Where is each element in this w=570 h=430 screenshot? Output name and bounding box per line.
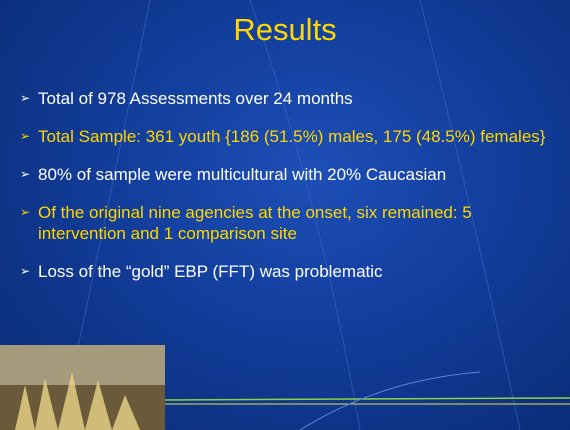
bullet: 80% of sample were multicultural with 20… [20,164,550,185]
bullet: Of the original nine agencies at the ons… [20,202,550,244]
slide: Results Total of 978 Assessments over 24… [0,0,570,430]
bullet: Loss of the “gold” EBP (FFT) was problem… [20,261,550,282]
bullet-list: Total of 978 Assessments over 24 months … [20,88,550,299]
bullet: Total Sample: 361 youth {186 (51.5%) mal… [20,126,550,147]
slide-title: Results [0,12,570,48]
bullet: Total of 978 Assessments over 24 months [20,88,550,109]
